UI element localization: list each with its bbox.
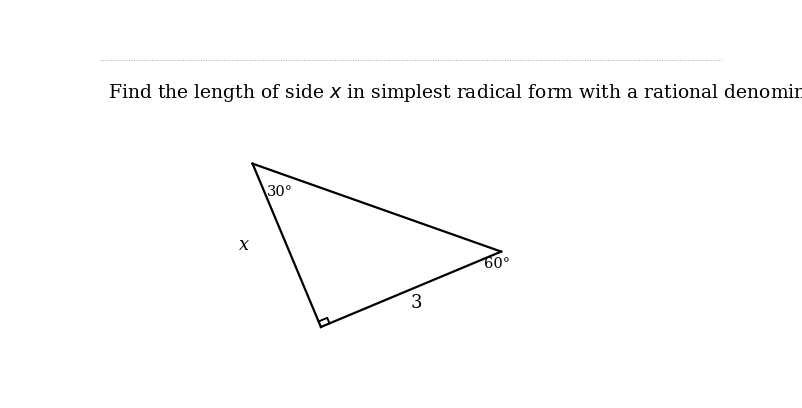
Text: 3: 3 (411, 294, 422, 312)
Text: x: x (239, 236, 249, 254)
Text: 60°: 60° (484, 257, 510, 271)
Text: Find the length of side $x$ in simplest radical form with a rational denominator: Find the length of side $x$ in simplest … (108, 82, 802, 104)
Text: 30°: 30° (267, 185, 293, 199)
